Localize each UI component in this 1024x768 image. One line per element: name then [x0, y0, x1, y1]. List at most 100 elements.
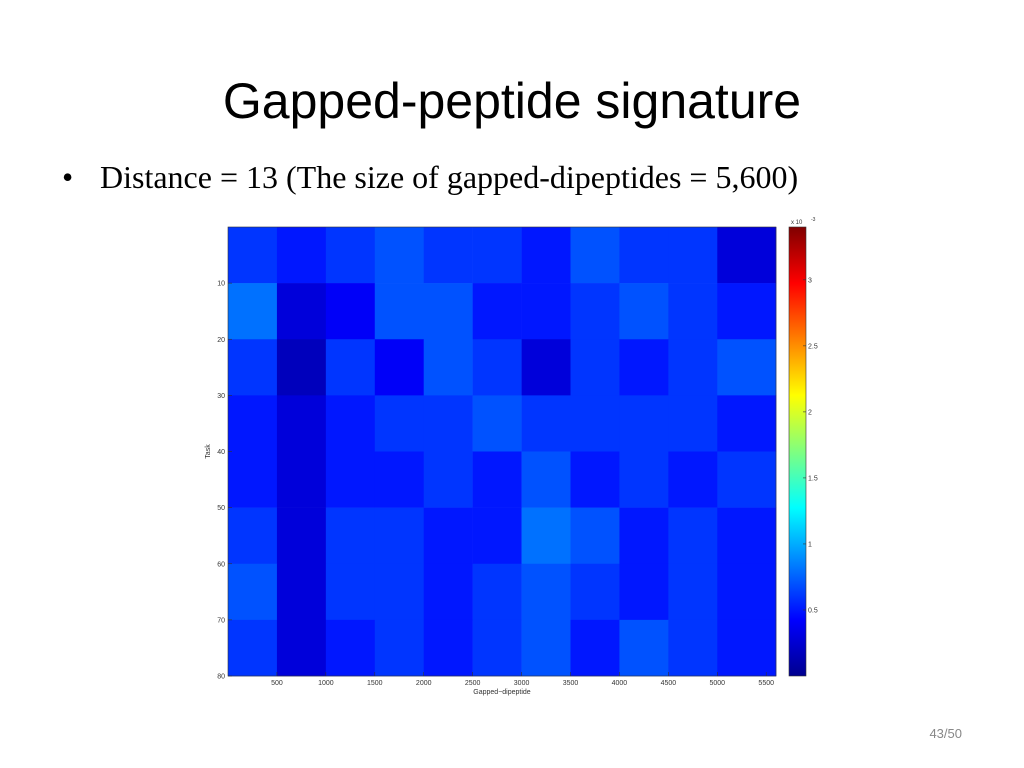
heatmap-cell: [717, 563, 777, 621]
heatmap-cell: [325, 339, 376, 396]
colorbar-tick-label: 3: [808, 277, 812, 284]
y-tick-label: 70: [217, 617, 225, 624]
heatmap-cell: [668, 507, 718, 565]
heatmap-cell: [472, 227, 522, 284]
heatmap-cell: [374, 619, 425, 677]
y-tick-label: 60: [217, 561, 225, 568]
heatmap-cell: [619, 563, 669, 621]
y-tick-label: 20: [217, 337, 225, 344]
heatmap-cell: [717, 451, 777, 508]
heatmap-cell: [521, 283, 571, 340]
heatmap-cell: [228, 227, 278, 284]
heatmap-cell: [276, 395, 327, 452]
heatmap-cell: [668, 395, 718, 452]
bullet-text: Distance = 13 (The size of gapped-dipept…: [100, 159, 798, 195]
heatmap-cell: [472, 451, 522, 508]
heatmap-cell: [423, 283, 473, 340]
heatmap-cell: [521, 451, 571, 508]
heatmap-cell: [521, 563, 571, 621]
heatmap-cell: [521, 619, 571, 677]
heatmap-cell: [521, 227, 571, 284]
heatmap-cell: [276, 507, 327, 565]
x-tick-label: 3500: [563, 680, 579, 687]
heatmap-cell: [228, 283, 278, 340]
heatmap-cell: [276, 339, 327, 396]
heatmap-cell: [276, 283, 327, 340]
y-tick-label: 80: [217, 674, 225, 681]
heatmap-cell: [325, 283, 376, 340]
heatmap-cell: [619, 339, 669, 396]
heatmap-cell: [228, 507, 278, 565]
heatmap-cell: [276, 451, 327, 508]
colorbar-tick-label: 2.5: [808, 343, 818, 350]
heatmap-cell: [228, 563, 278, 621]
x-tick-label: 1500: [367, 680, 383, 687]
heatmap-cell: [374, 507, 425, 565]
heatmap-cell: [374, 395, 425, 452]
heatmap-cell: [325, 395, 376, 452]
x-tick-label: 5500: [758, 680, 774, 687]
heatmap-cell: [472, 507, 522, 565]
colorbar-tick-label: 0.5: [808, 607, 818, 614]
heatmap-cell: [668, 283, 718, 340]
bullet-mark: •: [62, 159, 73, 195]
page-number: 43/50: [929, 726, 962, 741]
slide-title: Gapped-peptide signature: [223, 73, 801, 129]
heatmap-cell: [374, 451, 425, 508]
heatmap-cell: [570, 507, 620, 565]
heatmap-cell: [423, 227, 473, 284]
heatmap-cell: [668, 563, 718, 621]
heatmap-cell: [325, 507, 376, 565]
heatmap-cell: [374, 227, 425, 284]
colorbar-tick-label: 1.5: [808, 475, 818, 482]
colorbar-tick-label: 1: [808, 541, 812, 548]
x-tick-label: 5000: [709, 680, 725, 687]
heatmap-cell: [570, 283, 620, 340]
x-tick-label: 500: [271, 680, 283, 687]
heatmap-cell: [472, 395, 522, 452]
heatmap-cell: [717, 227, 777, 284]
heatmap-cell: [374, 283, 425, 340]
heatmap-cell: [423, 339, 473, 396]
heatmap-cell: [472, 283, 522, 340]
heatmap-cell: [619, 227, 669, 284]
heatmap-cell: [228, 451, 278, 508]
heatmap-cell: [668, 451, 718, 508]
heatmap-cell: [570, 227, 620, 284]
x-tick-label: 2500: [465, 680, 481, 687]
x-tick-label: 2000: [416, 680, 432, 687]
heatmap-cell: [423, 395, 473, 452]
heatmap-cell: [668, 619, 718, 677]
colorbar: [788, 226, 807, 677]
heatmap-cell: [521, 395, 571, 452]
heatmap-cell: [570, 563, 620, 621]
heatmap-cell: [228, 619, 278, 677]
colorbar-exponent: -3: [811, 217, 816, 223]
heatmap-cell: [228, 339, 278, 396]
heatmap-cell: [570, 451, 620, 508]
heatmap-cell: [276, 563, 327, 621]
heatmap-cell: [717, 339, 777, 396]
y-tick-label: 10: [217, 281, 225, 288]
heatmap-cell: [325, 563, 376, 621]
heatmap-cell: [717, 507, 777, 565]
colorbar-tick-label: 2: [808, 409, 812, 416]
heatmap-cell: [423, 563, 473, 621]
heatmap-cell: [668, 339, 718, 396]
heatmap-cell: [325, 227, 376, 284]
heatmap-cell: [570, 339, 620, 396]
heatmap-cell: [619, 507, 669, 565]
y-tick-label: 30: [217, 393, 225, 400]
heatmap-cell: [619, 619, 669, 677]
heatmap-cell: [325, 619, 376, 677]
heatmap-cell: [228, 395, 278, 452]
heatmap-cell: [472, 563, 522, 621]
heatmap-cell: [619, 395, 669, 452]
x-tick-label: 4000: [612, 680, 628, 687]
x-tick-label: 3000: [514, 680, 530, 687]
heatmap-cell: [619, 451, 669, 508]
heatmap-cell: [472, 619, 522, 677]
y-tick-label: 50: [217, 505, 225, 512]
heatmap-cell: [472, 339, 522, 396]
